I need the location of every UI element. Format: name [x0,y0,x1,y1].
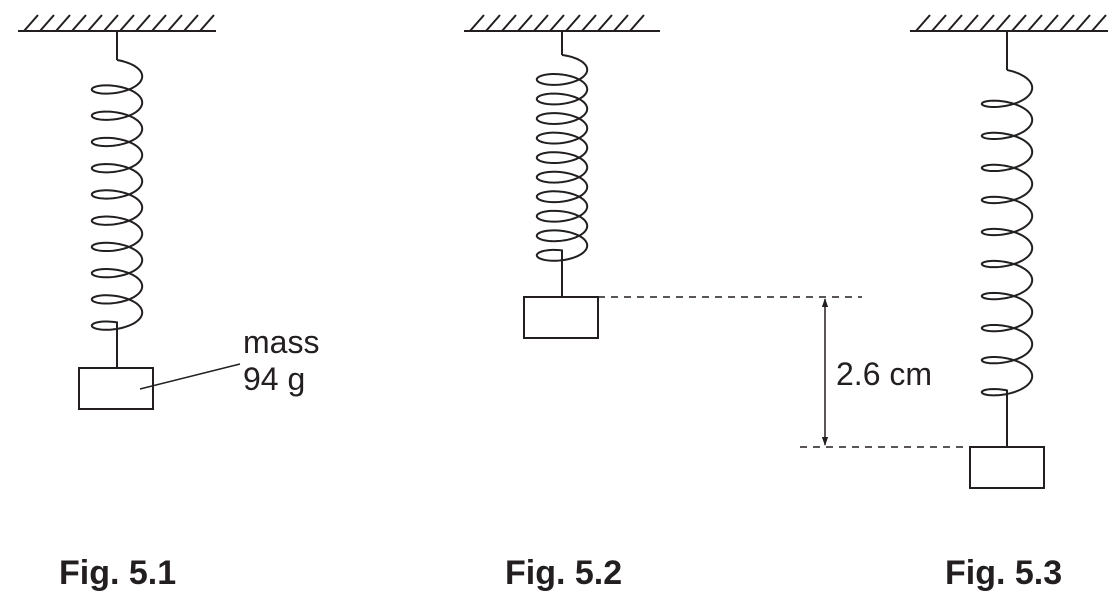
figure-caption: Fig. 5.2 [505,554,622,592]
mass-block [78,367,154,410]
figure-caption: Fig. 5.3 [945,554,1062,592]
spring [980,69,1034,410]
ceiling-support [18,14,216,32]
figure-5-3: Fig. 5.3 [910,14,1108,592]
figure-5-2: 2.6 cm Fig. 5.2 [464,14,968,592]
mass-block [969,446,1045,489]
ceiling-support [910,14,1108,32]
mass-label: mass [243,324,319,360]
figure-5-1: mass 94 g Fig. 5.1 [18,14,319,592]
ceiling-support [464,14,660,32]
mass-label-leader [139,363,241,390]
extension-label: 2.6 cm [836,356,932,392]
mass-value: 94 g [243,361,305,397]
spring [535,54,589,270]
spring [90,59,144,342]
figure-caption: Fig. 5.1 [59,554,176,592]
mass-block [523,296,599,339]
